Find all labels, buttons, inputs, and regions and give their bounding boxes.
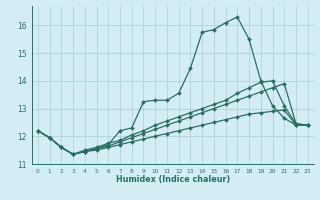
X-axis label: Humidex (Indice chaleur): Humidex (Indice chaleur) bbox=[116, 175, 230, 184]
